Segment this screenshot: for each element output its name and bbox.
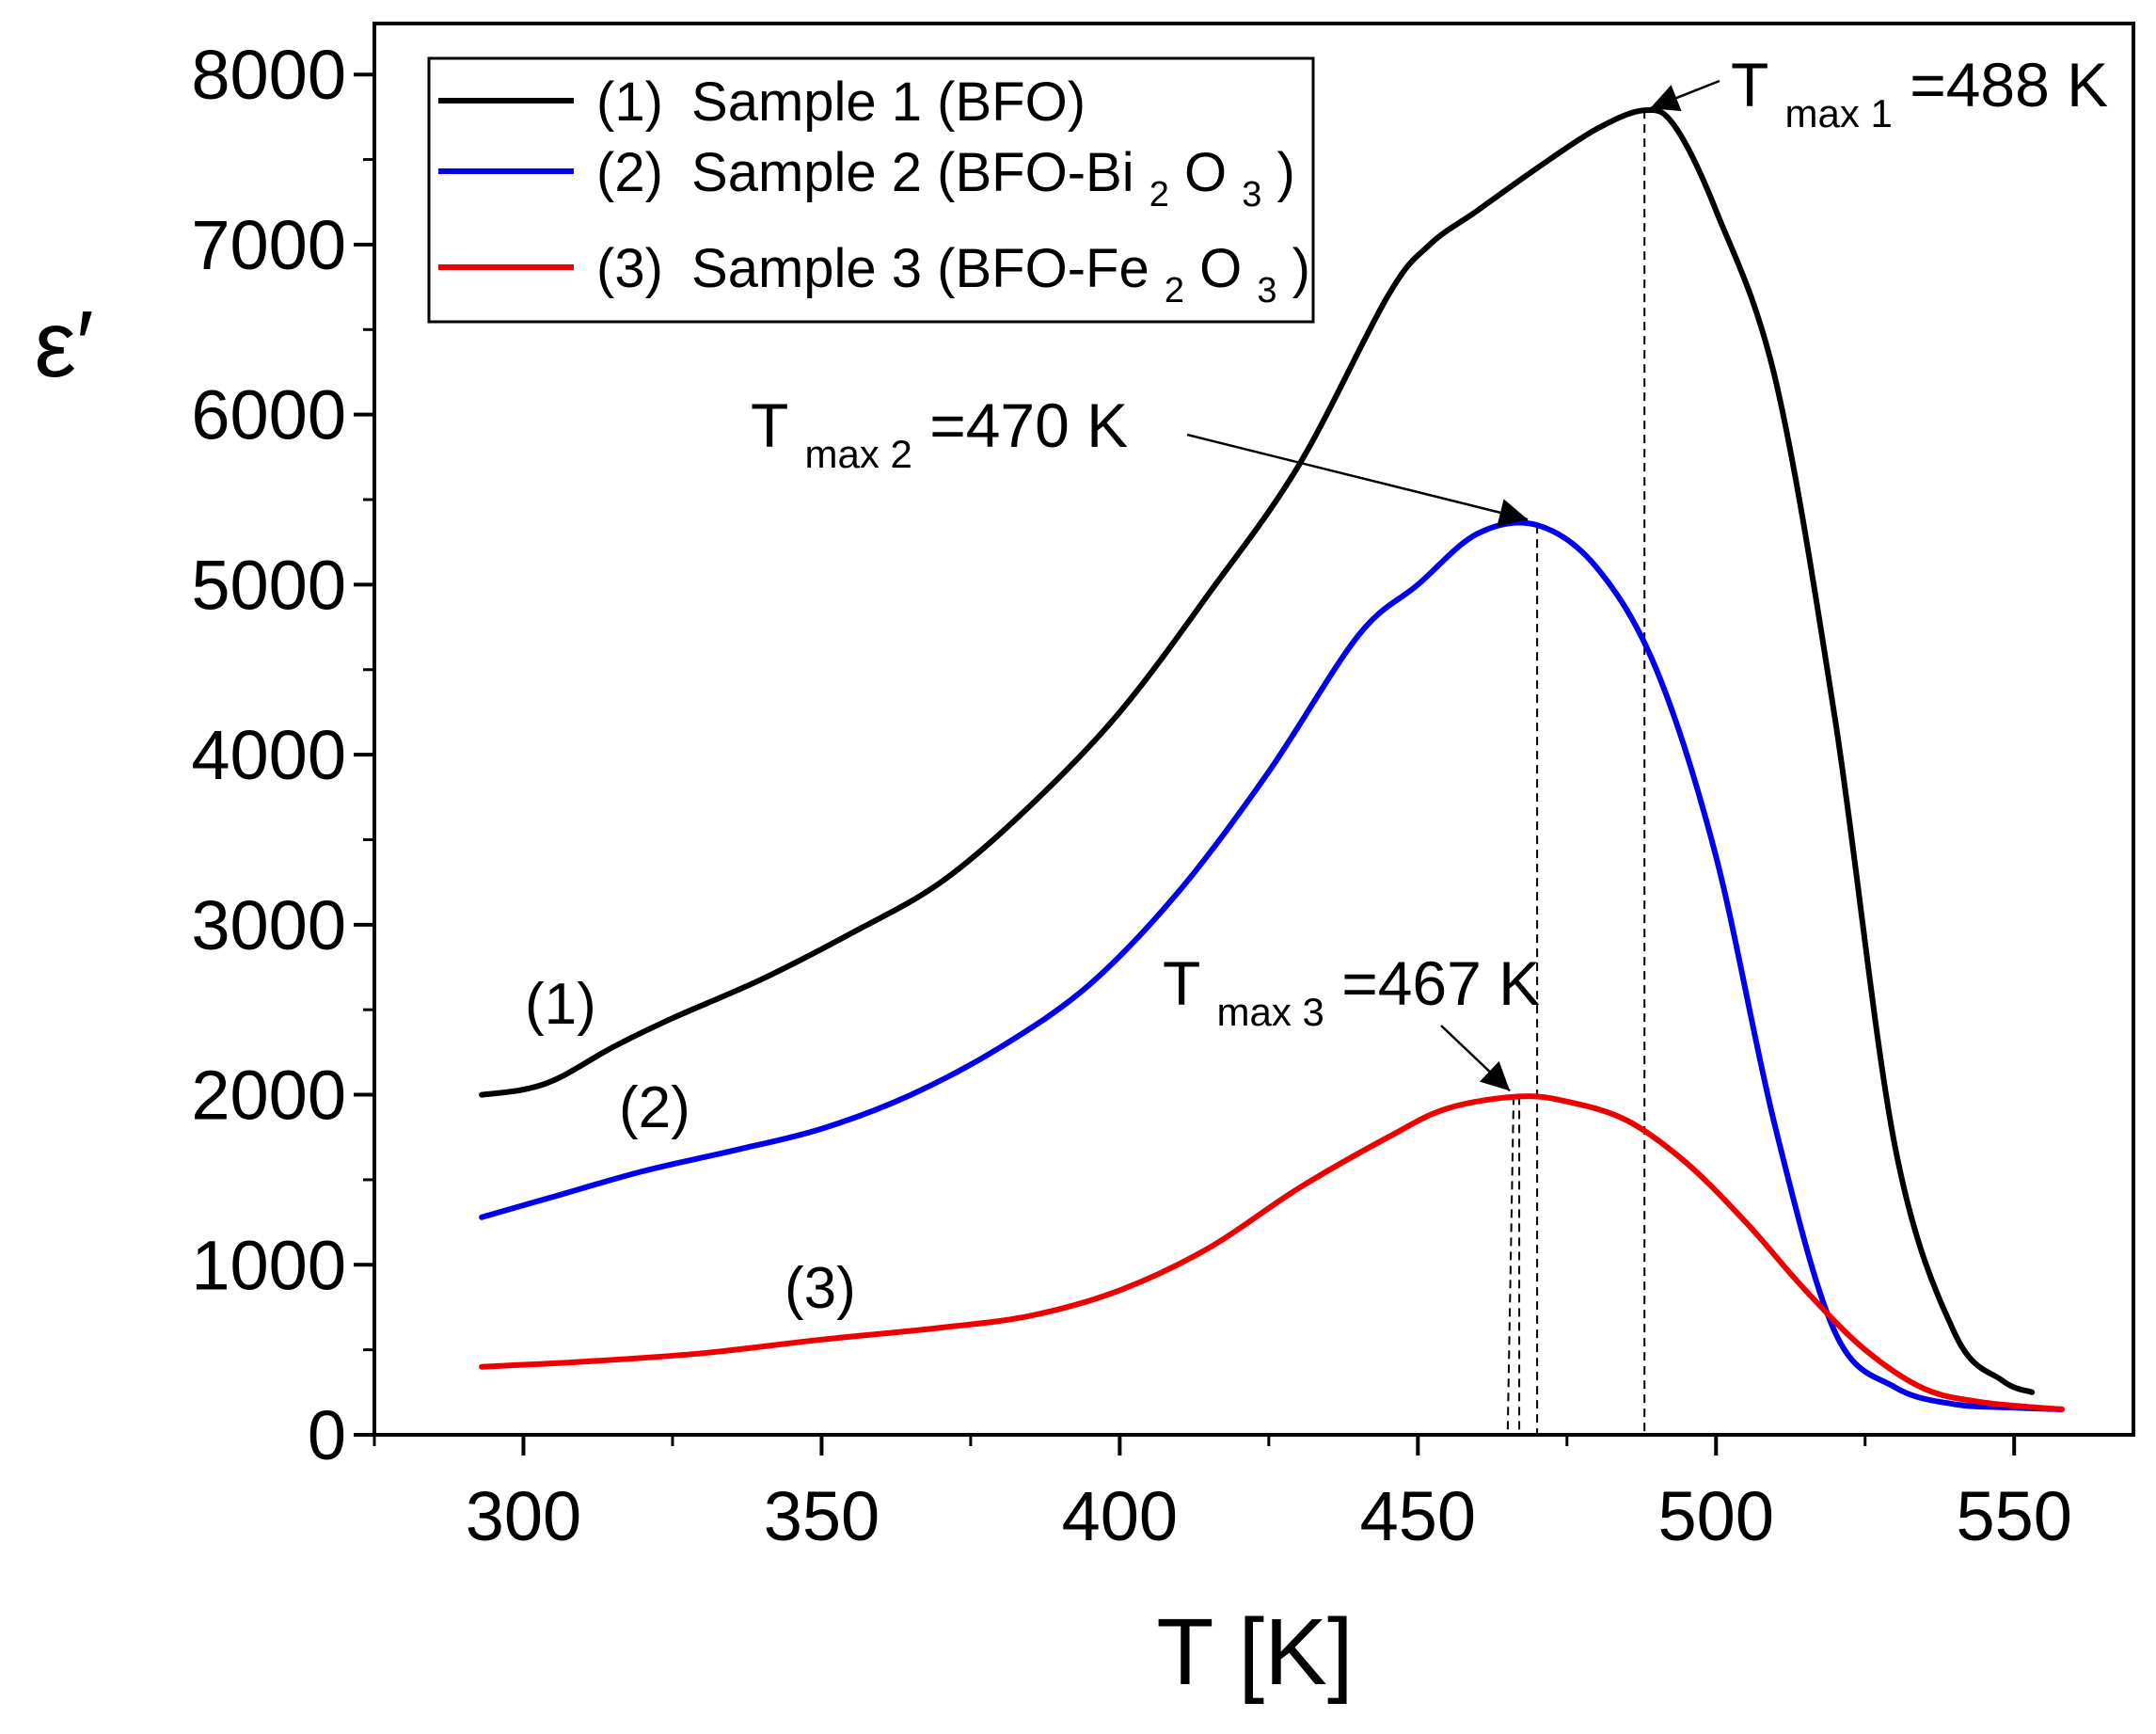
legend-sub-2b: 3 (1242, 175, 1261, 215)
annotation-2-sub: max 2 (804, 432, 912, 476)
y-tick-label: 4000 (191, 716, 346, 794)
annotation-3-sub: max 3 (1216, 990, 1324, 1034)
legend-entry-1: (1) Sample 1 (BFO) (596, 72, 1086, 133)
y-tick-label: 5000 (191, 546, 346, 624)
legend-prefix-3: (3) (596, 238, 663, 299)
annotation-1-sub: max 1 (1784, 91, 1892, 135)
legend-box (427, 56, 1315, 324)
minor-ticks (363, 158, 1867, 1446)
x-tick-label: 350 (764, 1477, 880, 1555)
y-tick-label: 3000 (191, 886, 346, 964)
annotation-tmax-1: T max 1 =488 K (1731, 50, 2108, 140)
annotation-arrow-1 (1649, 79, 1720, 112)
curve-label-1: (1) (525, 972, 596, 1037)
x-tick-label: 500 (1658, 1477, 1774, 1555)
series-line-1 (479, 106, 2036, 1395)
x-axis-title: T [K] (1156, 1599, 1353, 1705)
series-lines (479, 106, 2065, 1412)
y-tick-labels: 0 1000 2000 3000 4000 5000 6000 7000 8000 (191, 36, 346, 1474)
major-ticks (354, 72, 2017, 1456)
y-tick-label: 2000 (191, 1057, 346, 1135)
y-tick-label: 8000 (191, 36, 346, 114)
annotation-1-value: =488 K (1910, 50, 2108, 119)
plot-frame (373, 22, 2135, 1437)
annotation-2-value: =470 K (929, 390, 1128, 460)
annotation-tmax-3: T max 3 =467 K (1163, 948, 1540, 1039)
legend-mid-2: O (1184, 142, 1227, 203)
annotation-1-T: T (1731, 50, 1768, 119)
legend-sub-2a: 2 (1149, 175, 1169, 215)
legend-sub-3a: 2 (1165, 271, 1184, 310)
curve-label-2: (2) (619, 1075, 690, 1140)
legend-sub-3b: 3 (1257, 271, 1276, 310)
peak-guide-lines (1506, 110, 1646, 1436)
legend-label-3: Sample 3 (BFO-Fe (691, 238, 1149, 299)
y-tick-label: 0 (308, 1396, 346, 1474)
x-tick-label: 400 (1062, 1477, 1178, 1555)
legend-mid-3: O (1199, 238, 1242, 299)
series-line-3 (479, 1093, 2065, 1412)
peak-guide-line-extra (1506, 1096, 1515, 1436)
legend-end-3: ) (1292, 238, 1310, 299)
legend-prefix-2: (2) (596, 142, 663, 203)
curve-label-3: (3) (785, 1256, 856, 1321)
annotation-3-value: =467 K (1341, 948, 1540, 1018)
y-axis-title: ε′ (34, 292, 93, 397)
legend-entry-2: (2) Sample 2 (BFO-Bi 2 O 3 ) (596, 142, 1295, 218)
x-tick-label: 300 (466, 1477, 581, 1555)
legend-prefix-1: (1) (596, 72, 663, 133)
x-tick-label: 450 (1360, 1477, 1476, 1555)
annotation-arrow-2 (1186, 433, 1529, 527)
annotation-tmax-2: T max 2 =470 K (751, 390, 1128, 481)
annotation-arrows (1186, 79, 1720, 1092)
legend-entry-3: (3) Sample 3 (BFO-Fe 2 O 3 ) (596, 238, 1310, 314)
legend-end-2: ) (1277, 142, 1295, 203)
y-tick-label: 6000 (191, 376, 346, 454)
legend: (1) Sample 1 (BFO) (2) Sample 2 (BFO-Bi … (427, 56, 1315, 324)
x-tick-labels: 300 350 400 450 500 550 (466, 1477, 2072, 1555)
y-tick-label: 1000 (191, 1226, 346, 1304)
y-tick-label: 7000 (191, 206, 346, 284)
series-line-2 (479, 519, 2065, 1412)
annotation-2-T: T (751, 390, 787, 460)
x-tick-label: 550 (1956, 1477, 2071, 1555)
annotation-arrow-3 (1440, 1025, 1511, 1092)
legend-label-1: Sample 1 (BFO) (691, 72, 1086, 133)
annotation-3-T: T (1163, 948, 1199, 1018)
legend-label-2: Sample 2 (BFO-Bi (691, 142, 1134, 203)
